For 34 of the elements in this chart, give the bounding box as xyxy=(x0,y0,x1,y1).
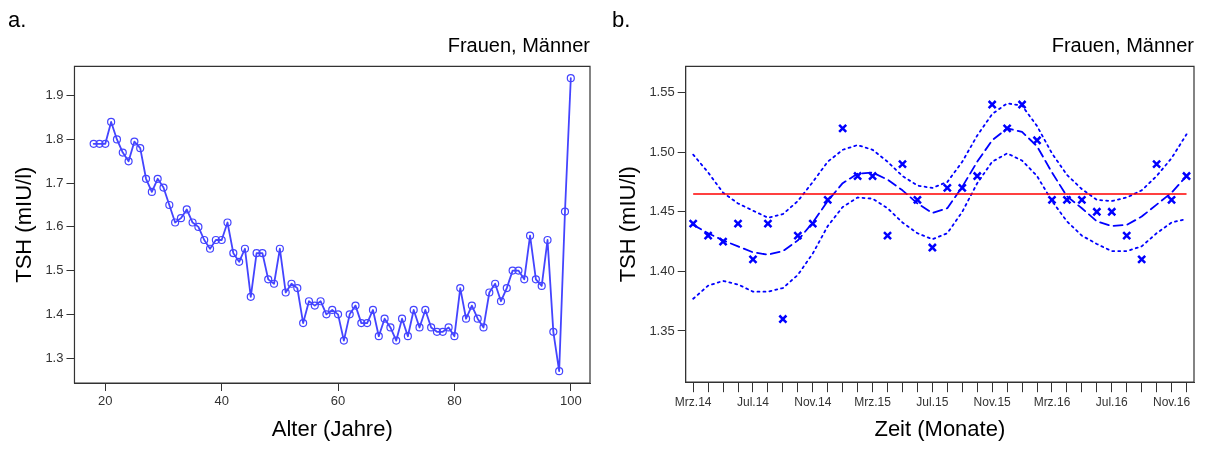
x-tick-label: 20 xyxy=(98,393,113,409)
x-tick-label: 100 xyxy=(559,393,582,409)
chart-subtitle: Frauen, Männer xyxy=(1051,33,1195,56)
y-tick-label: 1.9 xyxy=(45,87,64,103)
x-tick-label: Mrz.14 xyxy=(674,394,712,409)
x-tick-label: Nov.14 xyxy=(794,394,832,409)
y-tick-label: 1.8 xyxy=(45,131,64,147)
x-tick-label: Jul.14 xyxy=(736,394,770,409)
y-axis-title: TSH (mIU/l) xyxy=(11,166,37,283)
x-tick-label: 60 xyxy=(330,393,346,409)
x-tick-label: Nov.15 xyxy=(973,394,1012,409)
chart-subtitle: Frauen, Männer xyxy=(447,33,591,56)
x-tick-label: Jul.15 xyxy=(916,394,949,409)
x-tick-label: Mrz.15 xyxy=(854,394,892,409)
y-tick-label: 1.6 xyxy=(45,218,64,234)
x-tick-label: 40 xyxy=(214,393,229,409)
y-tick-label: 1.55 xyxy=(649,84,675,100)
x-tick-label: 80 xyxy=(447,393,462,409)
y-tick-label: 1.4 xyxy=(45,305,64,321)
chart-title: b. xyxy=(612,7,631,33)
x-tick-label: Nov.16 xyxy=(1153,394,1191,409)
y-axis-title: TSH (mIU/l) xyxy=(615,166,641,283)
y-tick-label: 1.3 xyxy=(45,349,64,365)
x-tick-label: Mrz.16 xyxy=(1033,394,1071,409)
y-tick-label: 1.40 xyxy=(649,262,675,278)
x-axis-title: Alter (Jahre) xyxy=(271,415,393,441)
y-tick-label: 1.7 xyxy=(45,174,64,190)
y-tick-label: 1.5 xyxy=(45,262,64,278)
y-tick-label: 1.45 xyxy=(649,203,675,219)
x-axis-title: Zeit (Monate) xyxy=(874,415,1006,441)
y-tick-label: 1.50 xyxy=(649,143,675,159)
x-tick-label: Jul.16 xyxy=(1095,394,1129,409)
chart-title: a. xyxy=(8,7,27,33)
y-tick-label: 1.35 xyxy=(649,322,675,338)
